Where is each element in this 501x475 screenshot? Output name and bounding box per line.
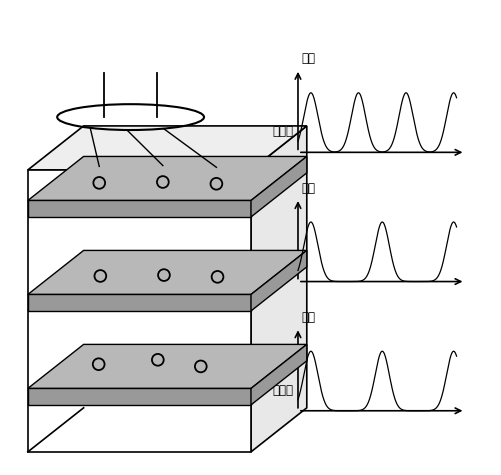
Text: 第一层: 第一层 <box>272 125 293 138</box>
Polygon shape <box>250 126 306 452</box>
Polygon shape <box>250 344 306 405</box>
Text: 第二层: 第二层 <box>272 255 293 267</box>
Text: 第三层: 第三层 <box>272 384 293 397</box>
Polygon shape <box>28 200 250 217</box>
Text: 能量: 能量 <box>300 181 314 195</box>
Polygon shape <box>28 344 306 389</box>
Text: 能量: 能量 <box>300 311 314 324</box>
Polygon shape <box>250 156 306 217</box>
Polygon shape <box>28 294 250 311</box>
Polygon shape <box>28 170 250 452</box>
Text: 能量: 能量 <box>300 52 314 66</box>
Polygon shape <box>28 250 306 294</box>
Polygon shape <box>28 156 306 200</box>
Polygon shape <box>28 389 250 405</box>
Polygon shape <box>250 250 306 311</box>
Polygon shape <box>28 126 306 170</box>
